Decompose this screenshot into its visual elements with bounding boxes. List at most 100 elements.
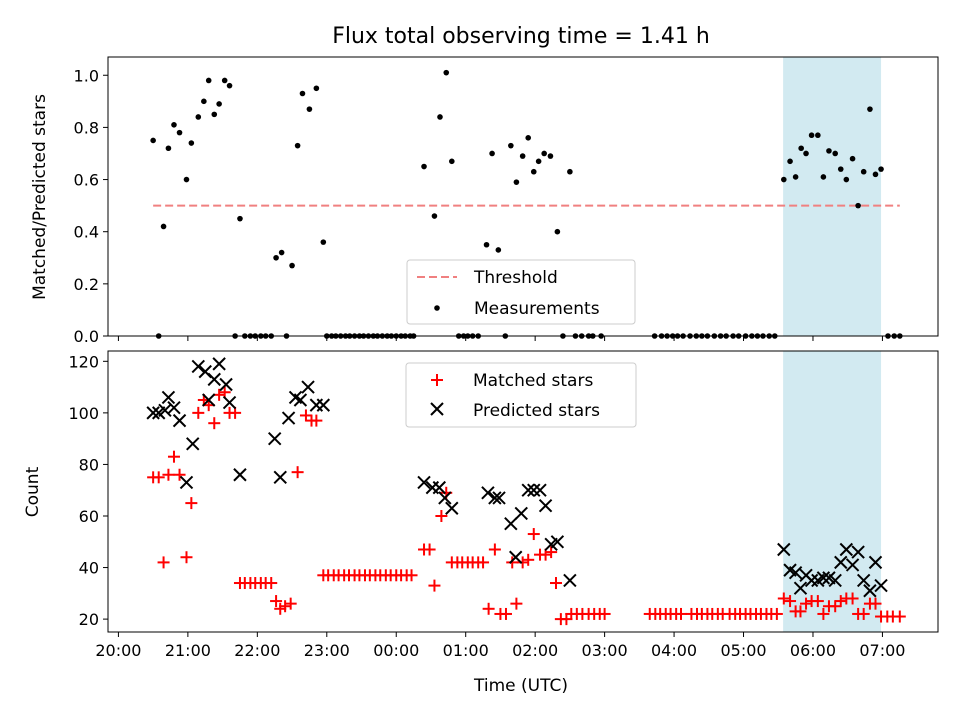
measurement-point bbox=[211, 111, 218, 118]
matched-star-point bbox=[299, 409, 312, 422]
predicted-star-d2 bbox=[777, 542, 791, 557]
matched-star-point bbox=[208, 417, 221, 430]
top-axes-frame bbox=[107, 56, 939, 337]
bottom-y-axis: 20 40 60 80 100 120 bbox=[68, 352, 108, 629]
legend-matched-swatch bbox=[431, 374, 443, 386]
matched-star-point bbox=[522, 553, 535, 566]
predicted-star-d2 bbox=[538, 498, 553, 513]
measurement-point bbox=[294, 142, 301, 149]
measurement-point bbox=[855, 202, 861, 209]
predicted-star-d2 bbox=[179, 475, 194, 490]
predicted-star-point bbox=[432, 480, 447, 495]
matched-star-point bbox=[435, 509, 448, 522]
predicted-star-d2 bbox=[851, 545, 865, 559]
predicted-star-point bbox=[273, 470, 287, 485]
x-tick-label: 03:00 bbox=[582, 641, 628, 660]
bottom-legend: Matched stars Predicted stars bbox=[405, 362, 637, 428]
predicted-star-d2 bbox=[417, 475, 431, 490]
top-highlight-band bbox=[783, 57, 882, 336]
predicted-star-point bbox=[504, 517, 518, 531]
bottom-axes-frame bbox=[107, 350, 939, 633]
measurement-point bbox=[176, 129, 183, 136]
matched-star-point bbox=[291, 466, 304, 479]
matched-star-point bbox=[516, 556, 529, 569]
matched-star-point bbox=[527, 528, 540, 541]
predicted-star-point bbox=[550, 535, 565, 549]
predicted-star-d2 bbox=[839, 542, 854, 557]
predicted-star-d2 bbox=[822, 571, 836, 585]
matched-star-point bbox=[770, 607, 783, 620]
predicted-star-point bbox=[793, 581, 808, 595]
legend-measurements-label: Measurements bbox=[474, 299, 600, 319]
predicted-star-d2 bbox=[788, 565, 803, 580]
matched-star-point bbox=[192, 406, 205, 419]
matched-star-point bbox=[152, 471, 165, 484]
top-panel: 0.0 0.2 0.4 0.6 0.8 1.0 Matched/Predicted sta… bbox=[30, 56, 939, 346]
predicted-star-d2 bbox=[828, 573, 842, 588]
measurement-point bbox=[547, 153, 554, 159]
matched-star-point bbox=[549, 577, 562, 590]
top-legend: Threshold Measurements bbox=[406, 259, 636, 325]
x-tick-label: 04:00 bbox=[651, 641, 697, 660]
matched-star-point bbox=[794, 605, 807, 618]
bottom-y-axis-label: Count bbox=[23, 466, 43, 517]
measurement-point bbox=[421, 163, 427, 170]
measurement-point bbox=[306, 106, 313, 112]
predicted-star-point bbox=[481, 486, 495, 500]
x-tick-label: 01:00 bbox=[443, 641, 489, 660]
measurement-point bbox=[525, 135, 532, 141]
predicted-star-point bbox=[219, 377, 233, 392]
legend-measurements-swatch bbox=[434, 305, 440, 311]
x-tick-label: 21:00 bbox=[165, 641, 211, 660]
measurement-point bbox=[195, 114, 202, 120]
measurement-point bbox=[508, 142, 514, 149]
top-legend-box bbox=[406, 259, 636, 325]
x-tick-label: 20:00 bbox=[95, 641, 141, 660]
predicted-star-d2 bbox=[793, 581, 808, 595]
predicted-star-d2 bbox=[445, 501, 459, 515]
x-tick-label: 00:00 bbox=[373, 641, 419, 660]
predicted-star-d2 bbox=[504, 517, 518, 531]
measurement-point bbox=[221, 77, 228, 84]
measurement-point bbox=[273, 254, 279, 261]
matched-star-point bbox=[829, 600, 842, 613]
top-y-axis-label: Matched/Predicted stars bbox=[30, 94, 50, 300]
predicted-star-point bbox=[281, 411, 296, 425]
measurement-point bbox=[519, 153, 526, 159]
measurement-point bbox=[237, 215, 243, 222]
bottom-legend-box bbox=[405, 362, 637, 428]
predicted-star-d2 bbox=[212, 357, 226, 371]
predicted-star-point bbox=[488, 491, 502, 505]
predicted-star-d2 bbox=[316, 398, 331, 412]
predicted-star-d2 bbox=[521, 483, 535, 497]
measurement-point bbox=[872, 171, 879, 178]
matched-star-point bbox=[284, 597, 297, 610]
measurement-point bbox=[320, 239, 327, 245]
measurement-point bbox=[188, 140, 195, 146]
predicted-star-point bbox=[186, 437, 200, 451]
chart-title: Flux total observing time = 1.41 h bbox=[332, 24, 710, 49]
predicted-star-point bbox=[868, 555, 883, 570]
predicted-star-d2 bbox=[281, 411, 296, 425]
predicted-star-point bbox=[856, 573, 871, 588]
predicted-star-point bbox=[874, 578, 888, 593]
matched-star-point bbox=[817, 607, 830, 620]
measurement-point bbox=[183, 176, 190, 183]
predicted-star-d2 bbox=[481, 486, 495, 500]
predicted-star-point bbox=[167, 401, 181, 415]
measurement-point bbox=[201, 98, 207, 105]
top-x-ticks bbox=[117, 336, 883, 341]
matched-star-point bbox=[279, 600, 292, 613]
measurement-point bbox=[226, 82, 233, 89]
x-tick-label: 22:00 bbox=[234, 641, 280, 660]
measurement-point bbox=[541, 150, 547, 157]
predicted-star-point bbox=[179, 475, 194, 490]
measurement-point bbox=[867, 106, 873, 112]
legend-predicted-label: Predicted stars bbox=[473, 401, 600, 421]
predicted-star-point bbox=[161, 390, 176, 405]
measurement-point bbox=[289, 262, 295, 269]
measurement-point bbox=[832, 150, 839, 157]
predicted-star-point bbox=[293, 393, 308, 407]
predicted-star-d2 bbox=[198, 364, 212, 379]
